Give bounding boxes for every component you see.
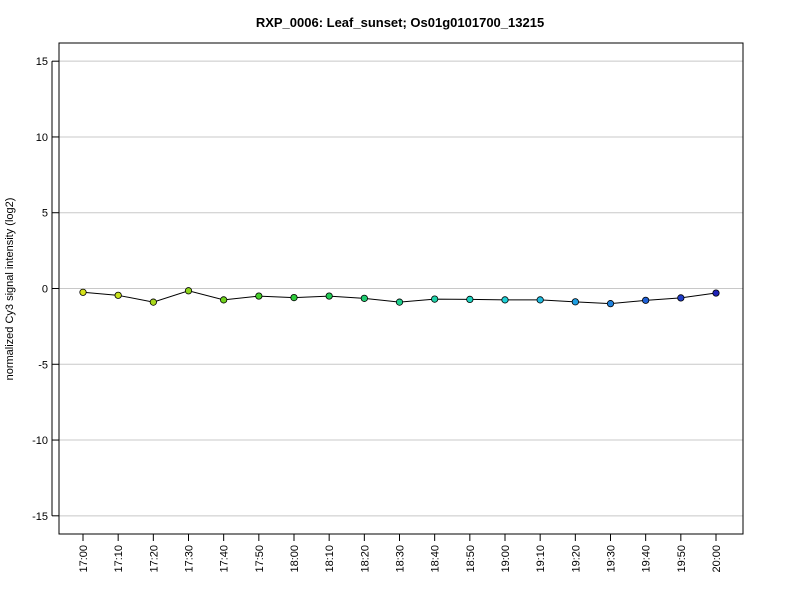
x-axis: 17:00 17:10 17:20 17:30 17:40 17:50 18:00 18:10…: [78, 533, 723, 573]
x-tick-label: 17:30: [184, 545, 196, 573]
data-point: [466, 295, 474, 304]
x-tick-label: 17:40: [219, 545, 231, 573]
data-point: [360, 294, 368, 302]
data-point: [642, 296, 650, 304]
x-tick-label: 19:40: [641, 545, 653, 573]
x-tick-label: 17:10: [113, 545, 125, 573]
x-tick-label: 18:50: [465, 545, 477, 573]
series-layer: [79, 287, 720, 308]
data-point: [536, 296, 544, 304]
data-point: [79, 288, 87, 296]
data-point: [220, 296, 228, 304]
x-tick-label: 18:40: [430, 545, 442, 573]
data-point: [571, 298, 579, 306]
y-tick-label: 5: [42, 208, 48, 220]
x-tick-label: 17:00: [78, 545, 90, 573]
x-tick-label: 17:50: [254, 545, 266, 573]
y-axis-label: normalized Cy3 signal intensity (log2): [4, 198, 16, 381]
y-axis: -15 -10 -5 0 5 10 15: [32, 56, 59, 523]
x-tick-label: 19:30: [606, 545, 618, 573]
y-tick-label: -15: [32, 511, 48, 523]
x-tick-label: 18:20: [359, 545, 371, 573]
y-tick-label: -5: [38, 359, 48, 371]
x-tick-label: 19:20: [570, 545, 582, 573]
data-point: [114, 291, 122, 299]
y-tick-label: 15: [36, 56, 48, 68]
data-point: [184, 287, 193, 295]
data-point: [606, 300, 615, 308]
gridlines: [59, 60, 743, 517]
data-point: [325, 292, 333, 300]
data-point: [677, 294, 685, 302]
data-point: [501, 296, 509, 304]
data-point: [431, 295, 439, 303]
data-point: [255, 292, 263, 300]
plot-frame: [58, 42, 744, 535]
y-tick-label: -10: [32, 435, 48, 447]
x-tick-label: 19:00: [500, 545, 512, 573]
data-point: [712, 289, 720, 297]
data-point: [395, 298, 404, 306]
data-point: [290, 293, 298, 302]
x-tick-label: 17:20: [148, 545, 160, 573]
x-tick-label: 18:10: [324, 545, 336, 573]
x-tick-label: 20:00: [711, 545, 723, 573]
data-point: [149, 298, 157, 306]
x-tick-label: 19:10: [535, 545, 547, 573]
chart-title: RXP_0006: Leaf_sunset; Os01g0101700_1321…: [256, 15, 544, 30]
x-tick-label: 19:50: [676, 545, 688, 573]
x-tick-label: 18:00: [289, 545, 301, 573]
x-tick-label: 18:30: [395, 545, 407, 573]
y-tick-label: 0: [42, 284, 48, 296]
y-tick-label: 10: [36, 132, 48, 144]
